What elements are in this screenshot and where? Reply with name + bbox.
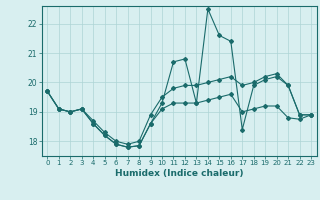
X-axis label: Humidex (Indice chaleur): Humidex (Indice chaleur) (115, 169, 244, 178)
